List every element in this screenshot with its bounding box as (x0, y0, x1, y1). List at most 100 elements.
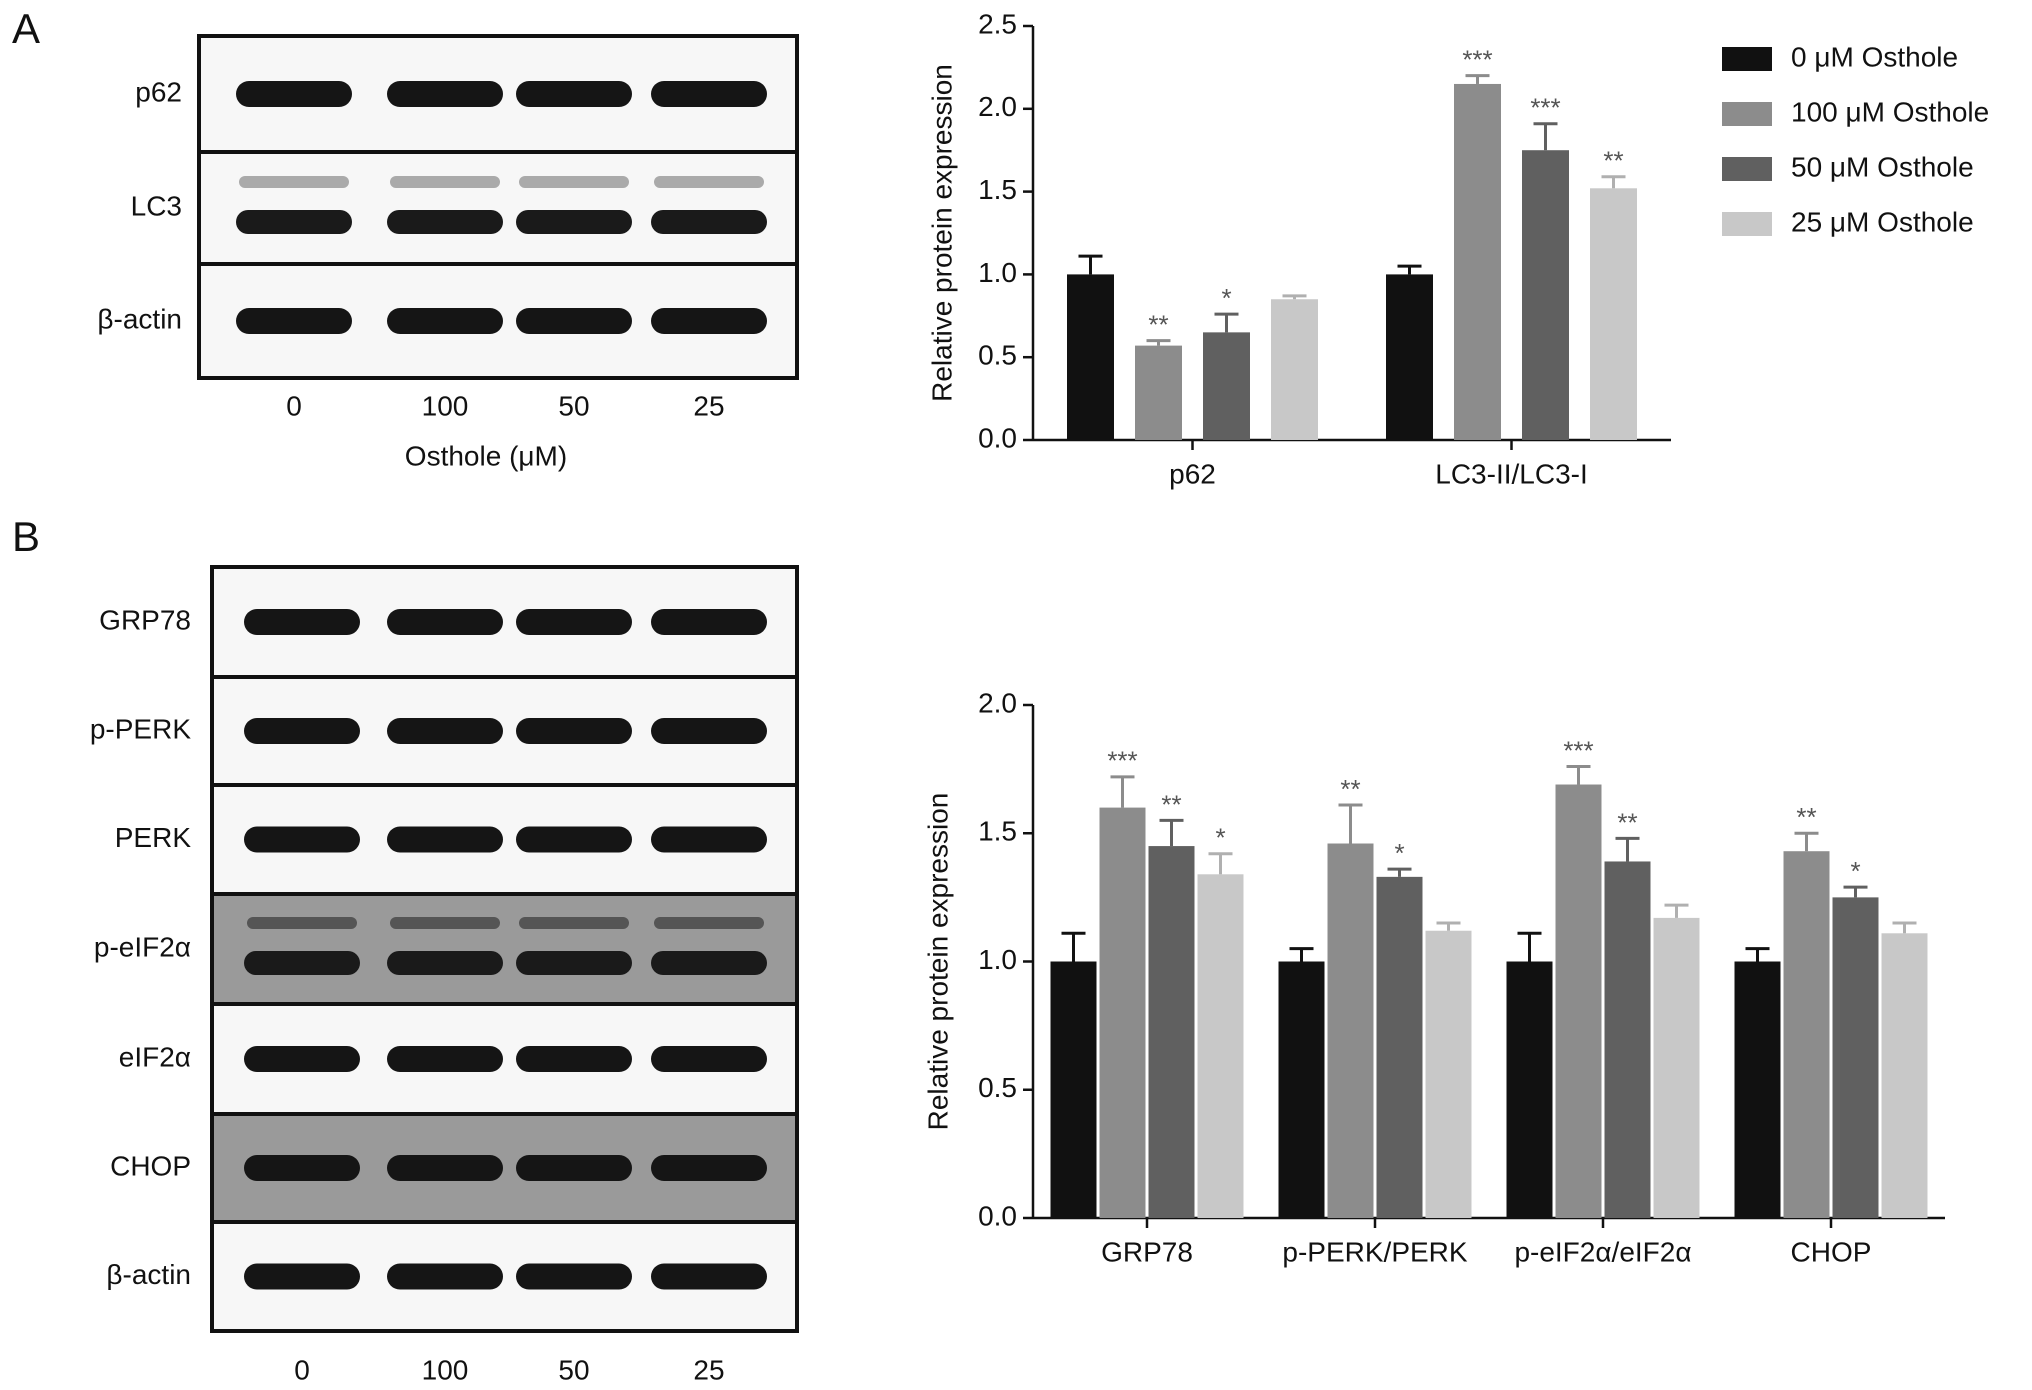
blot-band (244, 1046, 360, 1072)
significance-label: ** (1148, 310, 1168, 340)
blot-band (244, 609, 360, 635)
significance-label: ** (1603, 146, 1623, 176)
blot-band (516, 1263, 632, 1290)
significance-label: *** (1563, 735, 1593, 765)
blot-band (651, 1263, 767, 1290)
blot-band (651, 1155, 767, 1181)
x-tick-label: p62 (1169, 458, 1216, 489)
blot-band (516, 1155, 632, 1181)
x-tick-label: p-eIF2α/eIF2α (1514, 1236, 1691, 1267)
legend-swatch (1722, 47, 1772, 71)
blot-band (516, 826, 632, 853)
significance-label: *** (1530, 93, 1560, 123)
legend-swatch (1722, 212, 1772, 236)
blot-band (387, 81, 503, 107)
bar (1425, 930, 1472, 1218)
bar (1454, 83, 1501, 441)
y-tick-label: 1.0 (978, 257, 1017, 288)
blot-band (387, 1046, 503, 1072)
blot-row-label: p62 (135, 76, 182, 107)
blot-band (651, 81, 767, 107)
blot-band (654, 176, 764, 188)
y-tick-label: 0.5 (978, 340, 1017, 371)
lane-label: 0 (286, 390, 302, 421)
bar (1376, 876, 1423, 1218)
bar (1604, 861, 1651, 1218)
significance-label: *** (1462, 45, 1492, 75)
legend-label: 100 μM Osthole (1791, 96, 1989, 127)
significance-label: ** (1161, 789, 1181, 819)
blot-band (516, 718, 632, 744)
blot-band (236, 210, 352, 234)
bar (1203, 332, 1250, 440)
y-tick-label: 2.0 (978, 91, 1017, 122)
bar (1881, 933, 1928, 1218)
significance-label: * (1215, 823, 1225, 853)
bar (1522, 150, 1569, 440)
blot-band (244, 718, 360, 744)
blot-band (651, 826, 767, 853)
blot-band (516, 951, 632, 975)
y-tick-label: 2.5 (978, 8, 1017, 39)
bar (1783, 851, 1830, 1218)
blot-row-label: p-PERK (90, 713, 191, 744)
significance-label: ** (1617, 807, 1637, 837)
bar (1327, 843, 1374, 1218)
blot-band (516, 609, 632, 635)
blot-row-label: eIF2α (119, 1041, 191, 1072)
blot-band (651, 1046, 767, 1072)
bar (1506, 961, 1553, 1218)
blot-band (651, 718, 767, 744)
blot-row (197, 150, 799, 266)
blot-band (387, 826, 503, 853)
y-tick-label: 0.5 (978, 1072, 1017, 1103)
bar (1734, 961, 1781, 1218)
blot-band (651, 210, 767, 234)
y-tick-label: 1.5 (978, 174, 1017, 205)
lane-label: 25 (693, 1354, 724, 1385)
bar (1271, 299, 1318, 440)
blot-band (387, 1155, 503, 1181)
blot-band (519, 176, 629, 188)
bar (1590, 188, 1637, 440)
significance-label: * (1850, 856, 1860, 886)
blot-row-label: GRP78 (99, 604, 191, 635)
blot-row-label: β-actin (97, 303, 182, 334)
blot-band (516, 1046, 632, 1072)
blot-row-label: β-actin (106, 1259, 191, 1290)
bar (1653, 917, 1700, 1218)
x-tick-label: CHOP (1791, 1236, 1872, 1267)
blot-band (244, 1263, 360, 1290)
blot-band (651, 308, 767, 334)
blot-band (654, 917, 764, 929)
lane-label: 100 (422, 1354, 469, 1385)
significance-label: ** (1796, 802, 1816, 832)
bar (1135, 345, 1182, 440)
x-tick-label: LC3-II/LC3-I (1435, 458, 1588, 489)
significance-label: * (1221, 283, 1231, 313)
bar (1555, 784, 1602, 1218)
blot-band (236, 81, 352, 107)
blot-band (236, 308, 352, 334)
blot-band (244, 951, 360, 975)
blot-band (390, 176, 500, 188)
y-tick-label: 2.0 (978, 687, 1017, 718)
y-axis-label: Relative protein expression (922, 793, 953, 1131)
legend-label: 25 μM Osthole (1791, 206, 1974, 237)
panel-letter: A (12, 5, 40, 52)
blot-row-label: PERK (115, 822, 192, 853)
blot-band (390, 917, 500, 929)
blot-band (516, 308, 632, 334)
blot-band (651, 609, 767, 635)
blot-x-label: Osthole (μM) (405, 440, 567, 471)
blot-band (244, 826, 360, 853)
blot-band (387, 609, 503, 635)
blot-band (651, 951, 767, 975)
blot-band (244, 1155, 360, 1181)
bar (1832, 897, 1879, 1218)
blot-row (210, 892, 799, 1006)
panel-letter: B (12, 513, 40, 560)
blot-band (387, 308, 503, 334)
significance-label: *** (1107, 746, 1137, 776)
legend-swatch (1722, 157, 1772, 181)
